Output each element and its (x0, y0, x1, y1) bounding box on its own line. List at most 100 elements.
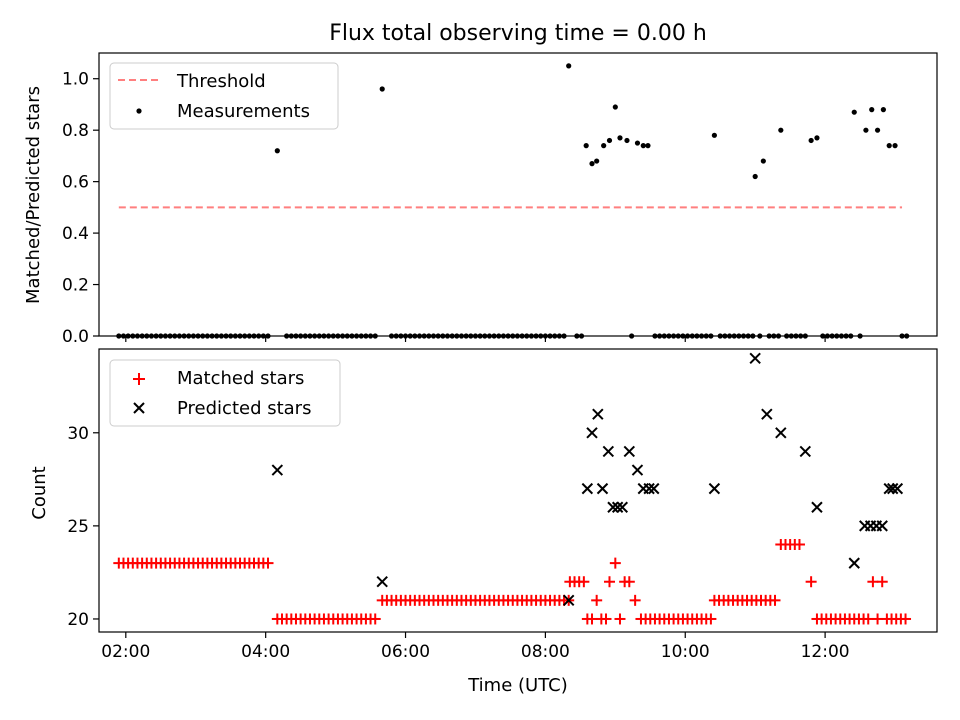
top-y-tick-label: 0.0 (62, 327, 89, 347)
measurement-point (566, 63, 572, 69)
predicted-star-point (562, 594, 575, 607)
top-y-axis: 0.0 0.2 0.4 0.6 0.8 1.0 (62, 70, 99, 347)
predicted-star-point (891, 482, 904, 495)
measurement-point (640, 143, 646, 149)
predicted-star-point (848, 557, 860, 569)
bottom-panel: 02:00 04:00 06:00 08:00 10:00 12:00 20 25 30 Co… (29, 348, 938, 696)
predicted-star-point (376, 576, 388, 588)
top-y-axis-label: Matched/Predicted stars (23, 86, 44, 304)
matched-star-point (369, 613, 381, 625)
matched-star-point (867, 576, 879, 588)
bottom-axes-frame (98, 348, 938, 633)
measurement-point (601, 143, 607, 149)
measurement-point (645, 143, 651, 149)
matched-star-point (586, 613, 598, 625)
measurement-point (892, 143, 898, 149)
top-x-axis (125, 336, 826, 342)
matched-star-point (578, 576, 590, 588)
predicted-star-point (648, 482, 660, 495)
predicted-star-point (761, 408, 773, 420)
predicted-star-point (887, 482, 899, 495)
measurement-point (634, 140, 641, 146)
predicted-star-point (602, 445, 615, 458)
legend-measurements-swatch (136, 108, 142, 114)
measurement-point (612, 104, 618, 110)
measurement-point (589, 161, 595, 167)
predicted-star-point (586, 427, 598, 439)
bottom-legend-box (109, 359, 341, 427)
matched-star-point (603, 576, 615, 588)
measurement-point (274, 148, 280, 154)
top-y-tick-label: 0.4 (62, 224, 89, 244)
predicted-star-point (643, 482, 655, 495)
predicted-star-point (607, 501, 619, 513)
x-tick-label: 06:00 (381, 642, 430, 662)
top-plot-area (116, 63, 910, 339)
bottom-legend: Matched stars Predicted stars (109, 359, 341, 427)
predicted-star-point (876, 520, 888, 532)
matched-star-point (900, 613, 912, 625)
matched-star-point (591, 594, 603, 606)
legend-matched-label: Matched stars (177, 368, 304, 389)
matched-star-point (876, 576, 888, 588)
legend-predicted-label: Predicted stars (177, 398, 311, 419)
x-tick-label: 08:00 (521, 642, 570, 662)
matched-star-point (872, 613, 884, 625)
measurement-point (617, 135, 623, 141)
matched-star-point (769, 594, 781, 606)
legend-matched-swatch (133, 373, 145, 385)
bottom-y-tick-label: 20 (67, 610, 89, 630)
top-y-tick-label: 0.8 (62, 121, 89, 141)
measurement-point (863, 127, 869, 133)
measurement-point (379, 86, 385, 92)
predicted-star-point (611, 501, 624, 513)
matched-star-point (600, 613, 612, 625)
predicted-star-point (271, 464, 284, 476)
bottom-plot-area (113, 352, 912, 625)
matched-star-point (262, 557, 274, 569)
matched-star-point (629, 594, 641, 606)
top-y-tick-label: 1.0 (62, 70, 89, 90)
x-tick-label: 04:00 (241, 642, 290, 662)
top-legend: Threshold Measurements (109, 62, 339, 130)
predicted-star-point (616, 501, 629, 513)
matched-star-point (623, 576, 635, 588)
top-panel: 0.0 0.2 0.4 0.6 0.8 1.0 Matched/Predicted sta… (23, 52, 938, 347)
measurement-point (711, 132, 717, 138)
x-tick-label: 02:00 (101, 642, 150, 662)
top-axes-frame (98, 52, 938, 337)
measurement-point (624, 137, 630, 144)
bottom-y-axis-label: Count (29, 466, 50, 519)
measurement-point (606, 137, 613, 144)
bottom-y-tick-label: 30 (67, 424, 89, 444)
measurement-point (778, 127, 784, 133)
chart-title: Flux total observing time = 0.00 h (329, 21, 707, 46)
legend-measurements-label: Measurements (177, 101, 310, 122)
x-tick-label: 10:00 (661, 642, 710, 662)
matched-star-point (609, 557, 621, 569)
measurement-point (851, 109, 857, 115)
measurement-point (874, 127, 881, 133)
measurement-point (869, 107, 875, 113)
predicted-star-point (799, 445, 812, 458)
predicted-star-point (775, 427, 787, 439)
measurement-point (886, 143, 892, 149)
predicted-star-point (708, 482, 721, 495)
measurement-point (594, 158, 600, 164)
measurement-point (814, 135, 820, 141)
measurement-point (808, 137, 814, 144)
bottom-x-axis: 02:00 04:00 06:00 08:00 10:00 12:00 (101, 632, 850, 662)
bottom-y-tick-label: 25 (67, 517, 89, 537)
predicted-star-point (749, 352, 761, 365)
legend-predicted-swatch (133, 402, 145, 414)
matched-star-point (805, 576, 817, 588)
top-legend-box (109, 62, 339, 130)
predicted-star-point (581, 482, 594, 495)
matched-star-point (614, 613, 626, 625)
measurement-point (583, 143, 589, 149)
predicted-star-point (592, 408, 604, 420)
measurement-point (752, 173, 758, 180)
predicted-star-point (596, 482, 609, 495)
predicted-star-point (883, 482, 895, 495)
